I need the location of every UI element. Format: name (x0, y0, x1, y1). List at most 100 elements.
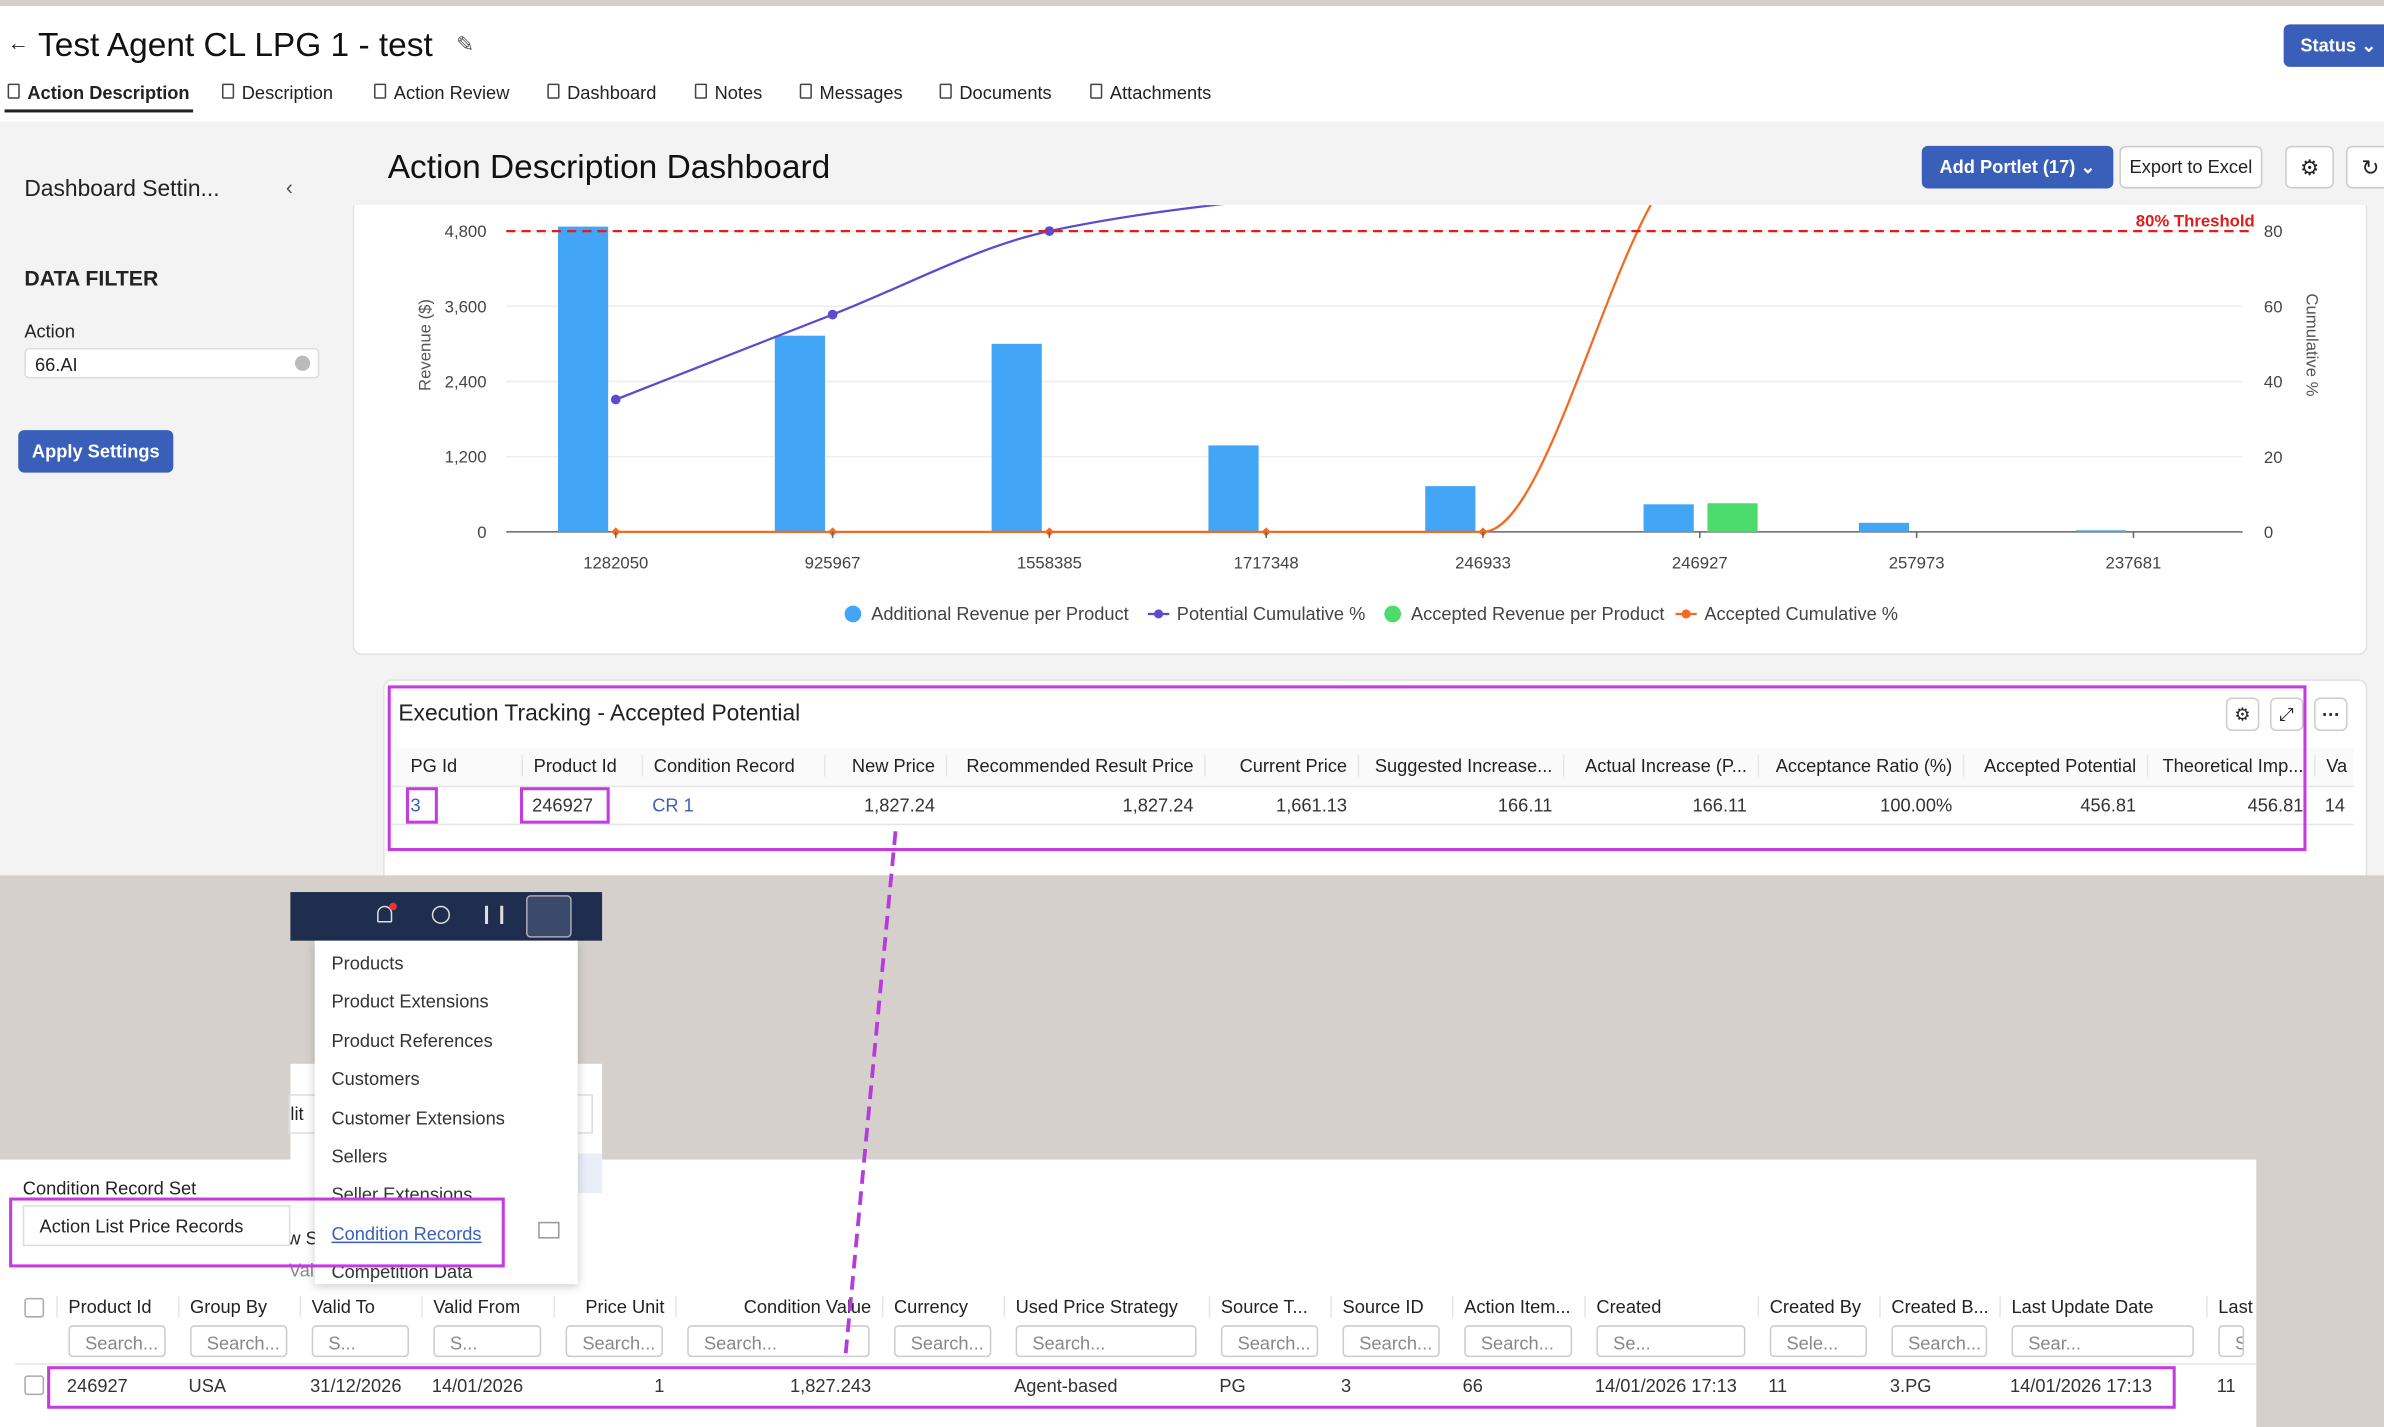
apply-button[interactable]: Apply Settings (18, 430, 174, 473)
tab[interactable]: Action Review (393, 82, 510, 104)
menu-item[interactable]: Product References (331, 1030, 493, 1052)
search-box[interactable]: Sele... (1769, 1325, 1868, 1358)
highlight (405, 787, 438, 824)
search-box[interactable]: Search... (894, 1325, 992, 1358)
bar (1208, 445, 1259, 532)
open-icon[interactable] (538, 1221, 560, 1239)
search-placeholder: Search... (1032, 1332, 1106, 1355)
filter-icon[interactable] (485, 905, 504, 924)
cell[interactable]: 3 (410, 794, 421, 817)
x-tick-label: 1717348 (1234, 553, 1299, 572)
row-checkbox[interactable] (24, 1375, 45, 1396)
menu-item[interactable]: Products (331, 952, 404, 975)
legend-swatch (844, 605, 862, 623)
set-select[interactable]: Action List Price Records (22, 1205, 291, 1247)
cell: 1 (654, 1375, 665, 1397)
column-header: Acceptance Ratio (%) (1757, 755, 1963, 777)
status-button[interactable]: Status ⌄ (2283, 24, 2384, 67)
menu-item[interactable]: Condition Records (331, 1223, 482, 1245)
x-tick-label: 246933 (1455, 553, 1511, 572)
cell: PG (1219, 1375, 1246, 1397)
cell: 3.PG (1889, 1375, 1932, 1397)
y-tick-label: 3,600 (445, 297, 487, 316)
column-header: Theoretical Imp... (2146, 755, 2314, 777)
column-header: Action Item... (1451, 1296, 1584, 1318)
x-tick-label: 257973 (1889, 553, 1945, 572)
menu-item[interactable]: Customers (331, 1068, 420, 1090)
bar (991, 343, 1042, 532)
y-tick-label: 2,400 (445, 373, 487, 392)
cell: 456.81 (2247, 794, 2304, 817)
search-box[interactable]: S... (433, 1325, 542, 1358)
search-box[interactable]: Search... (68, 1325, 166, 1358)
cell: 66 (1462, 1375, 1483, 1397)
link-cell[interactable]: CR 1 (652, 794, 694, 817)
search-placeholder: Se... (1613, 1332, 1651, 1355)
tab[interactable]: Dashboard (567, 82, 657, 104)
clear-icon[interactable] (294, 355, 311, 371)
tab[interactable]: Description (241, 82, 334, 104)
refresh-button[interactable]: ↻ (2345, 145, 2384, 189)
x-tick-label: 237681 (2106, 553, 2162, 572)
tab[interactable]: Messages (819, 82, 903, 104)
search-box[interactable]: Sear... (2011, 1325, 2194, 1358)
bell-icon[interactable] (377, 905, 393, 923)
expand-button[interactable]: ⤢ (2269, 697, 2304, 731)
bar (2075, 530, 2126, 532)
data-icon[interactable] (526, 895, 572, 938)
search-box[interactable]: Sel (2218, 1325, 2245, 1358)
fragment: w S (287, 1227, 318, 1250)
cell: 166.11 (1692, 794, 1747, 817)
search-box[interactable]: Search... (1220, 1325, 1319, 1358)
bar (557, 226, 609, 532)
hidden-row (577, 1153, 603, 1193)
search-box[interactable]: Search... (1891, 1325, 1988, 1358)
cell: 246927 (66, 1375, 128, 1397)
tab[interactable]: Notes (714, 82, 763, 104)
y-axis-label: Revenue ($) (415, 299, 434, 391)
search-box[interactable]: Search... (565, 1325, 663, 1358)
cell: 11 (2216, 1375, 2236, 1397)
threshold-label: 80% Threshold (2136, 212, 2255, 231)
highlight (9, 1197, 505, 1268)
highlight (519, 787, 610, 824)
settings-button[interactable]: ⚙ (2285, 145, 2334, 189)
header-checkbox[interactable] (24, 1297, 45, 1318)
action-input[interactable]: 66.AI (24, 348, 320, 379)
tab[interactable]: Attachments (1109, 82, 1212, 104)
field-label: Action (24, 320, 76, 342)
y2-tick-label: 0 (2264, 523, 2273, 542)
tab[interactable]: Documents (959, 82, 1052, 104)
menu-item[interactable]: Customer Extensions (331, 1107, 505, 1129)
back-arrow[interactable]: ← (7, 30, 29, 55)
tab-underline (4, 109, 194, 113)
search-box[interactable]: Search... (1015, 1325, 1197, 1358)
column-header: Valid To (299, 1296, 422, 1318)
edit-icon[interactable]: ✎ (456, 31, 474, 57)
search-box[interactable]: S... (311, 1325, 409, 1358)
y2-tick-label: 40 (2264, 373, 2283, 392)
portlet-settings[interactable]: ⚙ (2225, 697, 2260, 731)
table-header-bg (392, 747, 2354, 788)
tab-icon (7, 83, 20, 99)
more-button[interactable]: ⋯ (2314, 697, 2348, 731)
menu-item[interactable]: Sellers (331, 1145, 388, 1168)
y-tick-label: 4,800 (445, 222, 487, 241)
bar (774, 335, 825, 532)
search-box[interactable]: Se... (1596, 1325, 1746, 1358)
bar (1643, 504, 1694, 532)
collapse-icon[interactable]: ‹ (285, 174, 293, 200)
column-header: Last (2206, 1296, 2256, 1318)
search-box[interactable]: Search... (190, 1325, 288, 1358)
search-box[interactable]: Search... (687, 1325, 870, 1358)
search-box[interactable]: Search... (1342, 1325, 1440, 1358)
help-icon[interactable] (431, 905, 451, 924)
table-line (15, 1363, 2257, 1365)
tab-icon (799, 83, 812, 99)
column-header: Used Price Strategy (1003, 1296, 1208, 1318)
tab[interactable]: Action Description (27, 82, 190, 104)
menu-item[interactable]: Product Extensions (331, 991, 489, 1013)
add-portlet-button[interactable]: Add Portlet (17) ⌄ (1921, 145, 2114, 189)
search-box[interactable]: Search... (1464, 1325, 1573, 1358)
export-button[interactable]: Export to Excel (2119, 145, 2263, 189)
